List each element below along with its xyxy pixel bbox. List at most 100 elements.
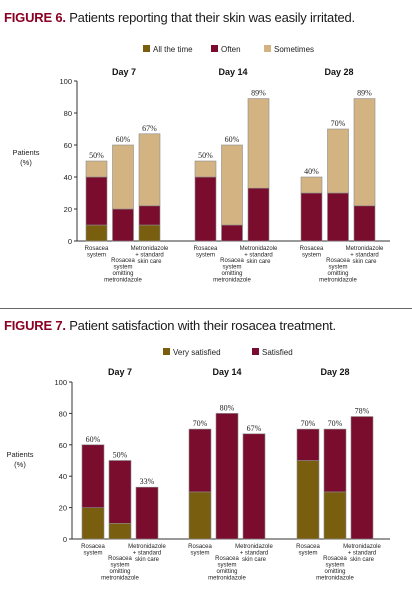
bar-total-label: 50% — [198, 151, 213, 160]
legend-swatch — [252, 348, 259, 355]
bar-total-label: 70% — [193, 419, 208, 428]
group-label: Day 28 — [324, 67, 353, 77]
bar-segment — [353, 98, 376, 207]
bar-segment — [112, 144, 134, 210]
bar-segment — [300, 176, 323, 194]
bar-segment — [108, 460, 132, 524]
bar-segment — [323, 491, 347, 540]
legend-label: All the time — [153, 45, 193, 54]
figure-6-label: FIGURE 6. — [4, 10, 66, 25]
legend-label: Sometimes — [274, 45, 314, 54]
y-tick-label: 20 — [59, 504, 67, 513]
group-label: Day 7 — [108, 367, 132, 377]
category-label: Metronidazole + standard skin care — [240, 246, 278, 265]
category-label: Rosacea system — [85, 246, 109, 259]
y-tick-label: 60 — [59, 441, 67, 450]
bar-segment — [350, 416, 374, 540]
bar-segment — [300, 192, 323, 242]
y-tick-label: 40 — [64, 173, 72, 182]
category-label: Rosacea system — [188, 544, 212, 557]
legend-swatch — [163, 348, 170, 355]
category-label: Metronidazole + standard skin care — [131, 246, 169, 265]
bar-total-label: 67% — [142, 124, 157, 133]
category-label: Rosacea system omitting metronidazole — [213, 258, 251, 284]
y-tick-label: 100 — [54, 378, 67, 387]
bar-total-label: 78% — [355, 407, 370, 416]
figure-7-label: FIGURE 7. — [4, 318, 66, 333]
category-label: Metronidazole + standard skin care — [346, 246, 384, 265]
figure-6-chart: All the time Often Sometimes 0 20 40 60 80 100 Pa… — [12, 45, 390, 284]
bar-segment — [221, 144, 243, 226]
legend-label: Satisfied — [262, 348, 293, 357]
bar-total-label: 40% — [304, 167, 319, 176]
bar-segment — [194, 160, 217, 178]
bar-segment — [138, 133, 161, 207]
legend-swatch — [143, 45, 150, 52]
y-tick-label: 40 — [59, 472, 67, 481]
y-tick-label: 20 — [64, 205, 72, 214]
category-label: Rosacea system omitting metronidazole — [104, 258, 142, 284]
figure-7-title: FIGURE 7. Patient satisfaction with thei… — [4, 318, 336, 333]
bar-total-label: 33% — [140, 477, 155, 486]
bar-segment — [327, 128, 349, 194]
group-label: Day 14 — [218, 67, 247, 77]
legend-swatch — [211, 45, 218, 52]
category-label: Rosacea system omitting metronidazole — [208, 556, 246, 582]
bar-segment — [85, 176, 108, 226]
bar-segment — [221, 224, 243, 242]
bar-segment — [215, 413, 239, 540]
bar-segment — [138, 224, 161, 242]
bar-total-label: 70% — [328, 419, 343, 428]
category-label: Rosacea system — [194, 246, 218, 259]
bar-total-label: 60% — [86, 435, 101, 444]
y-tick-label: 0 — [68, 237, 72, 246]
bar-total-label: 50% — [113, 451, 128, 460]
bar-segment — [81, 507, 105, 540]
bar-total-label: 80% — [220, 403, 235, 412]
bar-segment — [353, 205, 376, 242]
bar-segment — [323, 428, 347, 493]
y-tick-label: 80 — [59, 409, 67, 418]
bar-segment — [188, 428, 212, 493]
bar-segment — [135, 486, 159, 540]
figure-6-title: FIGURE 6. Patients reporting that their … — [4, 10, 355, 25]
bar-total-label: 67% — [247, 424, 262, 433]
group-label: Day 14 — [212, 367, 241, 377]
y-tick-label: 80 — [64, 109, 72, 118]
legend-label: Often — [221, 45, 241, 54]
y-tick-label: 100 — [59, 77, 72, 86]
bar-segment — [108, 523, 132, 540]
group-label: Day 28 — [320, 367, 349, 377]
bar-total-label: 89% — [251, 89, 266, 98]
bar-segment — [112, 208, 134, 242]
bar-segment — [188, 491, 212, 540]
bar-segment — [194, 176, 217, 242]
bar-total-label: 60% — [225, 135, 240, 144]
figure-7-caption: Patient satisfaction with their rosacea … — [69, 318, 336, 333]
y-axis-label: Patients (%) — [6, 450, 33, 469]
bar-segment — [296, 428, 320, 461]
bar-total-label: 70% — [331, 119, 346, 128]
figure-7-chart: Very satisfied Satisfied 0 20 40 60 80 100 Patie… — [6, 348, 390, 582]
category-label: Rosacea system — [300, 246, 324, 259]
legend-swatch — [264, 45, 271, 52]
bar-segment — [296, 460, 320, 540]
category-label: Rosacea system — [81, 544, 105, 557]
figure-6-caption: Patients reporting that their skin was e… — [69, 10, 355, 25]
bar-total-label: 70% — [301, 419, 316, 428]
category-label: Rosacea system omitting metronidazole — [319, 258, 357, 284]
bar-segment — [81, 444, 105, 508]
category-label: Metronidazole + standard skin care — [343, 544, 381, 563]
bar-segment — [138, 205, 161, 226]
group-label: Day 7 — [112, 67, 136, 77]
figure-divider — [0, 308, 412, 309]
category-label: Metronidazole + standard skin care — [128, 544, 166, 563]
category-label: Rosacea system — [296, 544, 320, 557]
bar-segment — [247, 187, 270, 242]
bar-segment — [85, 160, 108, 178]
y-tick-label: 60 — [64, 141, 72, 150]
category-label: Rosacea system omitting metronidazole — [101, 556, 139, 582]
bar-total-label: 50% — [89, 151, 104, 160]
bar-segment — [327, 192, 349, 242]
